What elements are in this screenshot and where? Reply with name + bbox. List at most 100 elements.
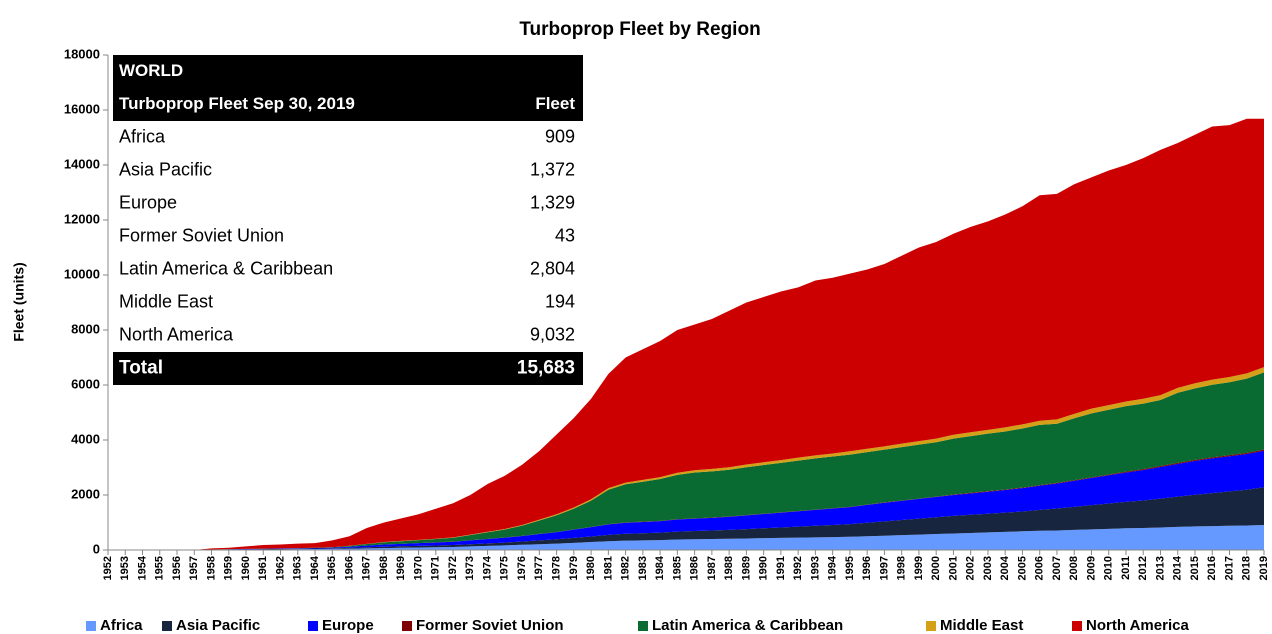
x-tick-label: 1974 (481, 555, 493, 580)
x-tick-label: 1979 (568, 556, 580, 580)
x-tick-label: 1982 (620, 556, 632, 580)
table-total: Total (119, 358, 163, 379)
x-tick-label: 1965 (326, 556, 338, 580)
x-tick-label: 1966 (343, 556, 355, 580)
x-tick-label: 1994 (827, 555, 839, 580)
x-tick-label: 1968 (378, 556, 390, 580)
y-tick-label: 8000 (71, 321, 100, 336)
x-tick-label: 1990 (758, 556, 770, 580)
x-tick-label: 2006 (1034, 556, 1046, 580)
legend-label: Middle East (940, 617, 1023, 634)
x-tick-label: 1998 (896, 556, 908, 580)
legend-swatch (86, 621, 96, 631)
x-tick-label: 1975 (499, 556, 511, 580)
legend-swatch (926, 621, 936, 631)
table-cell: 9,032 (530, 324, 575, 344)
x-tick-label: 1970 (412, 556, 424, 580)
area (108, 118, 1264, 550)
table-cell: 2,804 (530, 258, 575, 278)
y-tick-label: 4000 (71, 431, 100, 446)
table-cell: 1,372 (530, 159, 575, 179)
x-tick-label: 1991 (775, 556, 787, 580)
x-tick-label: 1999 (913, 556, 925, 580)
table-body-bg (113, 121, 583, 352)
y-tick-label: 18000 (64, 46, 100, 61)
x-tick-label: 1969 (395, 556, 407, 580)
x-tick-label: 1980 (585, 556, 597, 580)
table-cell: 194 (545, 291, 575, 311)
x-tick-label: 2011 (1120, 556, 1132, 580)
x-tick-label: 1952 (102, 556, 114, 580)
x-tick-label: 1953 (119, 556, 131, 580)
x-tick-label: 2013 (1154, 556, 1166, 580)
y-tick-label: 16000 (64, 101, 100, 116)
table-cell: Africa (119, 126, 166, 146)
table-cell: 909 (545, 126, 575, 146)
y-tick-label: 6000 (71, 376, 100, 391)
x-tick-label: 1997 (878, 556, 890, 580)
legend-label: Latin America & Caribbean (652, 617, 843, 634)
x-tick-label: 1983 (637, 556, 649, 580)
chart-title: Turboprop Fleet by Region (519, 19, 760, 40)
x-tick-label: 2015 (1189, 556, 1201, 580)
x-tick-label: 2000 (930, 556, 942, 580)
x-tick-label: 2014 (1172, 555, 1184, 580)
table-total-bg (113, 352, 583, 385)
x-tick-label: 1955 (154, 556, 166, 580)
table-cell: Middle East (119, 291, 213, 311)
table-total: 15,683 (517, 358, 575, 379)
x-tick-label: 2002 (965, 556, 977, 580)
x-tick-label: 2018 (1241, 556, 1253, 580)
legend-label: Africa (100, 617, 143, 634)
table-header: Turboprop Fleet Sep 30, 2019 (119, 94, 355, 113)
legend-swatch (402, 621, 412, 631)
x-tick-label: 1972 (447, 556, 459, 580)
x-tick-label: 1996 (861, 556, 873, 580)
x-tick-label: 2008 (1068, 556, 1080, 580)
x-tick-label: 1973 (464, 556, 476, 580)
area (108, 525, 1264, 550)
x-tick-label: 2017 (1223, 556, 1235, 580)
legend-swatch (1072, 621, 1082, 631)
x-tick-label: 2001 (947, 556, 959, 580)
legend-swatch (308, 621, 318, 631)
y-tick-label: 2000 (71, 486, 100, 501)
x-tick-label: 1961 (257, 556, 269, 580)
x-tick-label: 1963 (292, 556, 304, 580)
x-tick-label: 1992 (792, 556, 804, 580)
legend-label: Europe (322, 617, 374, 634)
area (108, 450, 1264, 550)
x-tick-label: 1986 (689, 556, 701, 580)
y-tick-label: 12000 (64, 211, 100, 226)
table-cell: Latin America & Caribbean (119, 258, 333, 278)
x-tick-label: 1977 (533, 556, 545, 580)
x-tick-label: 1959 (223, 556, 235, 580)
x-tick-label: 1995 (844, 556, 856, 580)
x-tick-label: 1981 (602, 556, 614, 580)
x-tick-label: 1958 (205, 556, 217, 580)
area (108, 372, 1264, 550)
table-cell: North America (119, 324, 234, 344)
x-tick-label: 1971 (430, 556, 442, 580)
x-tick-label: 1967 (361, 556, 373, 580)
x-tick-label: 2019 (1258, 556, 1270, 580)
x-tick-label: 1989 (740, 556, 752, 580)
x-tick-label: 1960 (240, 556, 252, 580)
x-tick-label: 2010 (1103, 556, 1115, 580)
table-cell: 43 (555, 225, 575, 245)
table-title: WORLD (119, 61, 183, 80)
x-tick-label: 1978 (551, 556, 563, 580)
x-tick-label: 1987 (706, 556, 718, 580)
table-cell: Former Soviet Union (119, 225, 284, 245)
legend-label: Asia Pacific (176, 617, 260, 634)
table-header-bg (113, 55, 583, 121)
x-tick-label: 2005 (1016, 556, 1028, 580)
x-tick-label: 1957 (188, 556, 200, 580)
table-cell: 1,329 (530, 192, 575, 212)
x-tick-label: 1984 (654, 555, 666, 580)
x-tick-label: 1954 (136, 555, 148, 580)
x-tick-label: 1988 (723, 556, 735, 580)
x-tick-label: 2009 (1085, 556, 1097, 580)
table-cell: Europe (119, 192, 177, 212)
